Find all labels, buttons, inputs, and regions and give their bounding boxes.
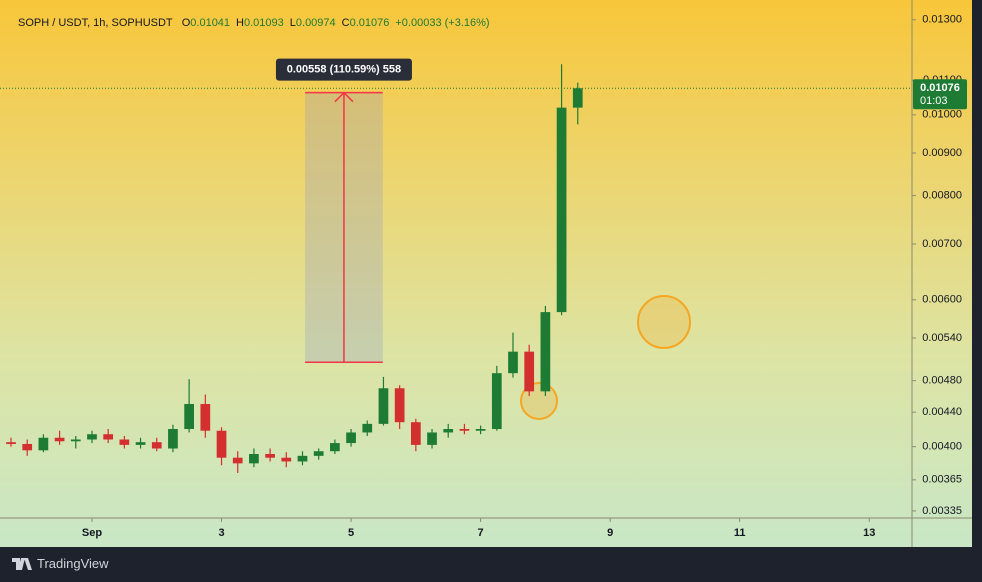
y-tick-label: 0.00440 xyxy=(922,406,962,418)
y-tick-label: 0.00400 xyxy=(922,441,962,453)
candle-body xyxy=(475,429,486,431)
candle-body xyxy=(313,451,324,456)
change: +0.00033 (+3.16%) xyxy=(395,17,490,29)
candle-body xyxy=(249,453,259,464)
candle-body xyxy=(281,457,292,462)
candle-body xyxy=(556,107,567,313)
ohlc-value: 0.00974 xyxy=(295,17,336,29)
y-tick-label: 0.00800 xyxy=(922,190,962,202)
candle-body xyxy=(540,312,551,392)
candle-body xyxy=(54,437,65,442)
measure-label-bg xyxy=(275,58,412,81)
chart-frame: 0.013000.011000.010000.009000.008000.007… xyxy=(0,0,972,547)
footer: TradingView xyxy=(12,556,109,571)
candle-body xyxy=(362,423,373,433)
x-tick-label: 9 xyxy=(607,527,613,539)
ohlc-key: C xyxy=(341,17,350,29)
y-tick-label: 0.00335 xyxy=(922,505,962,517)
x-tick-label: Sep xyxy=(82,527,102,539)
last-price-bg xyxy=(913,79,967,110)
legend: SOPH / USDT, 1h, SOPHUSDT O0.01041 H0.010… xyxy=(18,17,496,29)
ohlc-value: 0.01041 xyxy=(190,17,231,29)
brand: TradingView xyxy=(37,556,109,571)
candle-body xyxy=(168,429,178,449)
candle-body xyxy=(119,439,130,445)
x-tick-label: 13 xyxy=(863,527,875,539)
candle-body xyxy=(491,373,502,430)
candle-body xyxy=(508,351,518,374)
y-tick-label: 0.00480 xyxy=(922,375,962,387)
candle-body xyxy=(572,88,583,108)
candle-body xyxy=(184,404,194,430)
circle-drawing[interactable] xyxy=(520,382,558,420)
x-tick-label: 3 xyxy=(218,527,224,539)
y-tick-label: 0.01300 xyxy=(922,14,962,26)
candle-body xyxy=(410,422,421,445)
candle-body xyxy=(151,442,162,449)
symbol: SOPH / USDT, 1h, SOPHUSDT xyxy=(18,17,173,29)
candle-body xyxy=(232,457,243,464)
candle-body xyxy=(265,453,275,458)
candle-body xyxy=(22,443,33,451)
candle-body xyxy=(87,434,97,440)
candle-body xyxy=(330,443,340,452)
candle-body xyxy=(216,430,227,458)
circle-drawing[interactable] xyxy=(637,295,691,349)
ohlc-key: L xyxy=(289,17,296,29)
x-tick-label: 5 xyxy=(348,527,354,539)
measure-arrowhead xyxy=(334,91,354,103)
candle-body xyxy=(427,432,437,445)
countdown: 01:03 xyxy=(920,95,948,107)
candle-body xyxy=(103,434,114,440)
last-price-label: 0.01076 xyxy=(920,82,960,94)
chart: 0.013000.011000.010000.009000.008000.007… xyxy=(0,0,972,547)
logo xyxy=(12,557,32,570)
x-tick-label: 7 xyxy=(478,527,484,539)
candle-body xyxy=(70,439,81,442)
measure-label: 0.00558 (110.59%) 558 xyxy=(287,64,401,76)
ohlc-value: 0.01076 xyxy=(349,17,390,29)
candle-body xyxy=(297,455,308,462)
y-tick-label: 0.00600 xyxy=(922,294,962,306)
candle-body xyxy=(394,388,405,423)
candle-body xyxy=(443,429,454,433)
y-tick-label: 0.00700 xyxy=(922,238,962,250)
candle-body xyxy=(346,432,356,444)
candle-body xyxy=(6,442,16,444)
y-tick-label: 0.00365 xyxy=(922,474,962,486)
y-tick-label: 0.00540 xyxy=(922,332,962,344)
candle-body xyxy=(524,351,535,392)
ohlc-key: H xyxy=(236,17,244,29)
ohlc-key: O xyxy=(181,17,191,29)
candle-body xyxy=(200,404,211,431)
ohlc-value: 0.01093 xyxy=(244,17,284,29)
x-tick-label: 11 xyxy=(734,527,746,539)
candle-body xyxy=(378,388,389,424)
y-tick-label: 0.01000 xyxy=(922,109,962,121)
candle-body xyxy=(135,442,146,445)
candle-body xyxy=(459,429,470,431)
candle-body xyxy=(38,437,49,451)
y-tick-label: 0.00900 xyxy=(922,147,962,159)
